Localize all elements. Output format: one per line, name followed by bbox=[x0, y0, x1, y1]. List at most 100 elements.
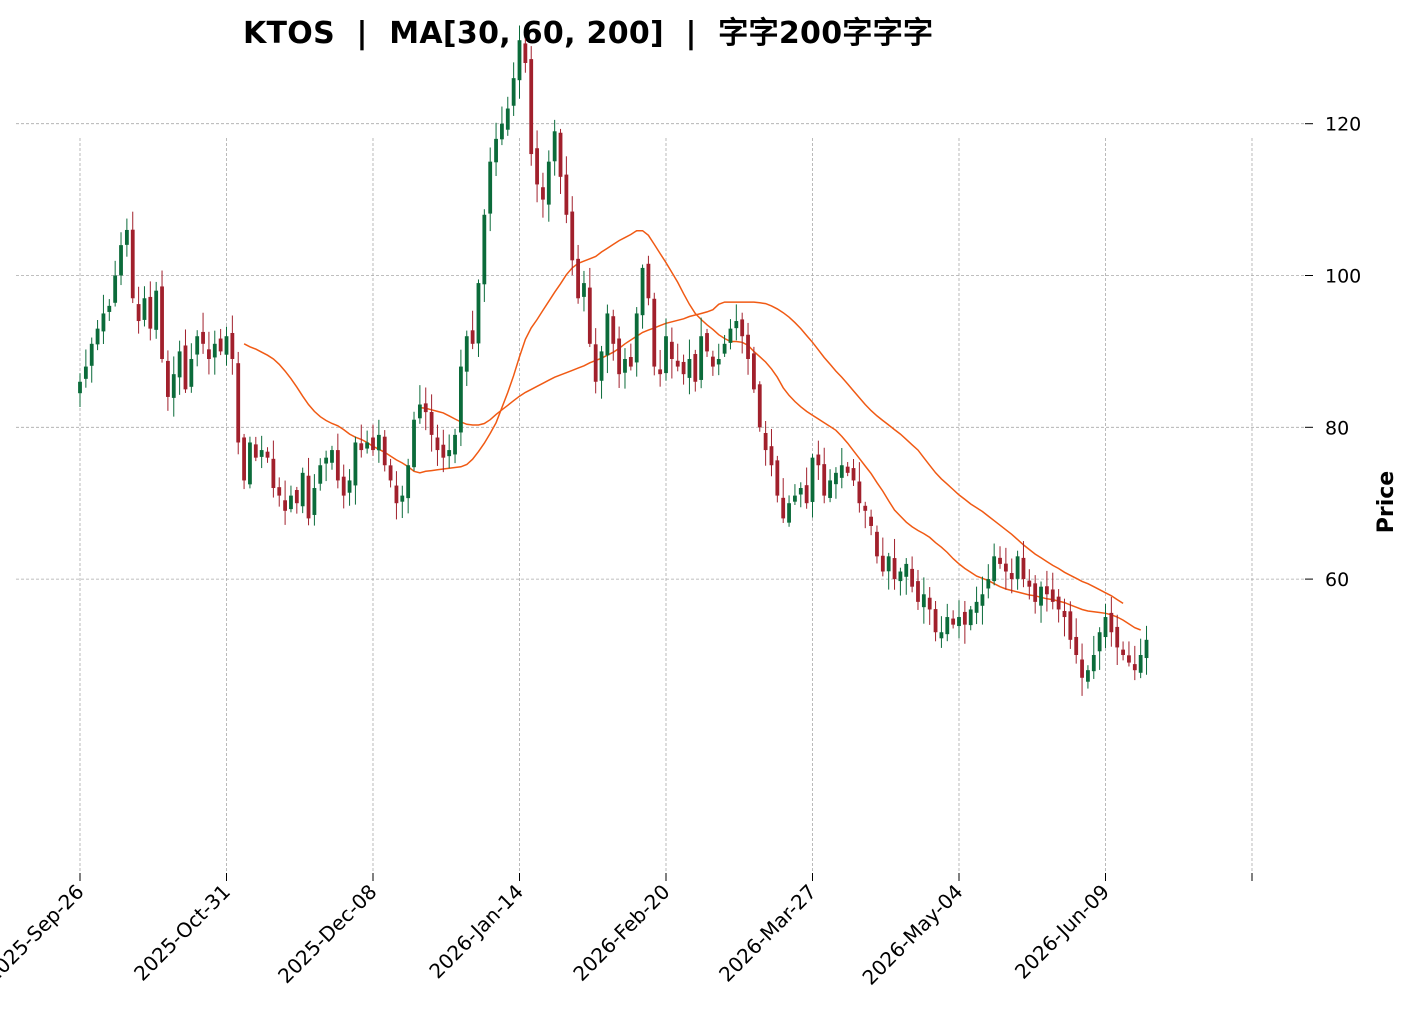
candle-body bbox=[699, 336, 704, 380]
candle bbox=[294, 486, 299, 514]
candle-body bbox=[875, 531, 879, 557]
candle bbox=[148, 281, 153, 341]
candle bbox=[453, 428, 457, 464]
x-tick-label: 2025-Sep-26 bbox=[0, 880, 89, 988]
candle bbox=[113, 260, 118, 307]
candle-body bbox=[101, 313, 106, 332]
candle bbox=[658, 349, 663, 387]
candle bbox=[289, 485, 293, 513]
candle bbox=[124, 218, 129, 257]
candle-body bbox=[83, 366, 88, 379]
candle-body bbox=[916, 581, 920, 602]
x-tick-label: 2026-Jun-09 bbox=[1010, 880, 1114, 984]
candle bbox=[1009, 558, 1014, 594]
candle bbox=[195, 330, 200, 367]
candle-body bbox=[1132, 664, 1137, 671]
candle bbox=[212, 330, 217, 375]
candle-body bbox=[242, 437, 246, 481]
candle bbox=[1045, 570, 1049, 612]
candle-body bbox=[300, 472, 305, 507]
candle bbox=[757, 381, 762, 432]
candle bbox=[201, 312, 205, 354]
candle bbox=[459, 349, 463, 447]
candle bbox=[869, 509, 873, 536]
candle-body bbox=[1056, 596, 1061, 610]
candle bbox=[617, 326, 622, 388]
candle bbox=[265, 447, 270, 463]
candle bbox=[828, 469, 832, 503]
candle-body bbox=[617, 338, 622, 375]
candle-body bbox=[476, 283, 481, 344]
candle bbox=[236, 351, 241, 455]
candle-body bbox=[459, 366, 463, 433]
candle-body bbox=[763, 433, 768, 451]
candle bbox=[834, 467, 838, 499]
candle bbox=[1144, 625, 1149, 675]
candle bbox=[306, 457, 311, 526]
candle bbox=[957, 600, 961, 639]
candle bbox=[816, 440, 821, 480]
candle-body bbox=[921, 594, 926, 608]
candle-body bbox=[740, 319, 745, 337]
candle bbox=[177, 340, 182, 395]
candle bbox=[394, 471, 399, 520]
candle bbox=[916, 569, 920, 610]
candle-body bbox=[945, 617, 950, 635]
candle-body bbox=[435, 437, 440, 451]
candle-body bbox=[892, 558, 897, 580]
candle bbox=[406, 458, 411, 514]
candle-body bbox=[646, 263, 651, 299]
candle-body bbox=[1109, 612, 1114, 633]
candle bbox=[388, 458, 393, 488]
candle-body bbox=[517, 40, 522, 81]
candle-body bbox=[1144, 639, 1149, 659]
candle-body bbox=[546, 161, 551, 205]
candle-body bbox=[558, 132, 563, 177]
candle bbox=[423, 387, 428, 431]
candle-body bbox=[1121, 649, 1125, 655]
candle bbox=[693, 349, 698, 392]
candle bbox=[664, 318, 668, 381]
candle bbox=[699, 317, 704, 389]
candle-body bbox=[1115, 626, 1120, 648]
x-tick-label: 2026-May-04 bbox=[857, 880, 967, 990]
candle bbox=[218, 328, 223, 356]
candle-body bbox=[464, 336, 469, 372]
candle bbox=[880, 537, 885, 577]
candle bbox=[535, 130, 539, 203]
candle bbox=[347, 469, 352, 506]
candle-body bbox=[757, 384, 762, 428]
candle-body bbox=[898, 571, 903, 582]
candle-body bbox=[294, 490, 299, 504]
candle bbox=[734, 304, 739, 341]
candle bbox=[242, 433, 246, 490]
candle-body bbox=[289, 495, 293, 510]
candle-body bbox=[552, 131, 557, 162]
candle bbox=[341, 464, 346, 509]
candle bbox=[119, 232, 123, 286]
ma-line-ma30 bbox=[243, 229, 1141, 631]
candle bbox=[986, 564, 991, 599]
candle bbox=[318, 458, 323, 491]
candle bbox=[623, 348, 627, 389]
y-axis-label: Price bbox=[1374, 471, 1399, 533]
candle bbox=[921, 577, 926, 624]
candle bbox=[207, 331, 211, 375]
candle-body bbox=[798, 488, 803, 495]
candle-body bbox=[980, 594, 985, 606]
candle bbox=[740, 312, 745, 354]
candle-body bbox=[1097, 632, 1102, 652]
candle-body bbox=[775, 460, 780, 496]
candle-body bbox=[992, 556, 997, 582]
candle-body bbox=[359, 443, 364, 451]
x-axis: 2025-Sep-26 2025-Oct-31 2025-Dec-08 2026-Ja… bbox=[0, 873, 1253, 990]
candle bbox=[365, 430, 370, 454]
candle bbox=[705, 328, 709, 357]
candle bbox=[681, 354, 686, 385]
candle bbox=[1062, 598, 1067, 637]
candle bbox=[687, 339, 692, 395]
candle-body bbox=[599, 351, 604, 381]
candle-body bbox=[189, 358, 194, 387]
candle-body bbox=[933, 609, 938, 633]
candle bbox=[1074, 618, 1079, 664]
